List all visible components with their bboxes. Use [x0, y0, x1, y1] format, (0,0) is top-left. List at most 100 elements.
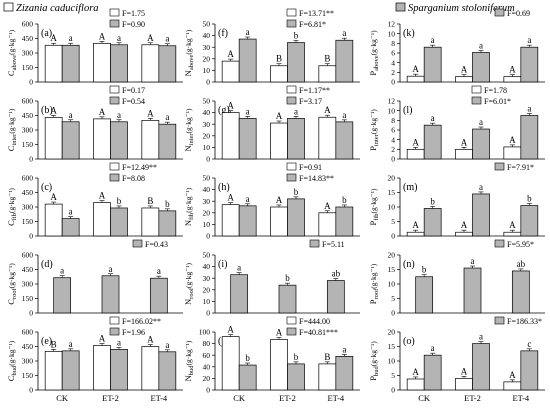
bar — [318, 65, 337, 83]
bar — [110, 207, 128, 237]
y-tick-label: 15 — [388, 342, 396, 351]
significance-letter: a — [431, 343, 435, 353]
y-axis-label: Ninter(g·kg⁻¹) — [183, 108, 195, 152]
significance-letter: A — [461, 65, 468, 75]
significance-letter: a — [479, 117, 483, 127]
bar — [318, 212, 337, 237]
y-tick-label: 4 — [391, 135, 395, 144]
stat-text: F=14.83** — [299, 174, 334, 183]
y-tick-label: 450 — [22, 188, 34, 197]
bar — [270, 206, 288, 237]
x-tick-label: ET-4 — [512, 393, 529, 403]
bar — [278, 284, 297, 314]
y-tick-label: 15 — [388, 265, 396, 274]
significance-letter: a — [479, 40, 483, 50]
significance-letter: b — [294, 352, 299, 362]
chart-panel-m: 0 5 10 15 20 Pfib(g·kg⁻¹) (m) F=7.91* A A Ab a b — [368, 162, 545, 241]
panel-label: (e) — [41, 336, 52, 347]
chart-panel-g: 0 10 20 30 40 50 Ninter(g·kg⁻¹) (g) F=1.17** F=3.… — [183, 85, 360, 164]
bar — [406, 148, 425, 160]
y-tick-label: 20 — [203, 131, 211, 140]
chart-panel-j: 020406080100Nbud(g·kg⁻¹)(j)F=444.00F=40.… — [183, 316, 360, 403]
bar — [318, 116, 337, 160]
y-tick-label: 40 — [203, 108, 211, 117]
y-axis-label: Pabove(g·kg⁻¹) — [368, 30, 380, 76]
significance-letter: A — [324, 105, 331, 115]
y-tick-label: 10 — [203, 297, 211, 306]
significance-letter: B — [324, 352, 330, 362]
bar — [520, 115, 539, 160]
y-tick-label: 0 — [391, 232, 395, 241]
bar — [335, 206, 354, 237]
stat-swatch — [471, 96, 482, 105]
bar — [93, 42, 111, 83]
bar — [141, 346, 160, 391]
bar — [335, 39, 354, 83]
legend-label-sparganium: Sparganium stoloniferum — [408, 3, 515, 14]
y-tick-label: 5 — [391, 294, 395, 303]
panel-label: (f) — [218, 28, 228, 39]
chart-panel-f: 0 10 20 30 40 50 Nabove(g·kg⁻¹) (f) F=13.71** F=6… — [183, 8, 360, 87]
y-tick-label: 0 — [206, 386, 210, 395]
significance-letter: a — [246, 194, 250, 204]
significance-letter: c — [527, 339, 531, 349]
stat-text: F=6.81* — [299, 20, 326, 29]
significance-letter: A — [147, 108, 154, 118]
y-tick-label: 12 — [388, 20, 396, 29]
significance-letter: a — [479, 332, 483, 342]
stat-swatch — [286, 96, 297, 105]
bar — [423, 208, 442, 237]
bar — [44, 117, 63, 160]
y-tick-label: 450 — [22, 34, 34, 43]
y-axis-label: Cbud(g·kg⁻¹) — [6, 340, 18, 381]
bar — [287, 198, 305, 237]
bar — [455, 231, 473, 237]
significance-letter: A — [412, 137, 419, 147]
y-tick-label: 10 — [388, 357, 396, 366]
bar — [158, 45, 177, 83]
significance-letter: A — [509, 220, 516, 230]
significance-letter: a — [342, 110, 346, 120]
chart-panel-d: 0 150 300 450 600 Croof(g·kg⁻¹) (d) F=0.43 a a a — [6, 239, 183, 318]
significance-letter: a — [69, 339, 73, 349]
stat-text: F=5.11 — [322, 240, 345, 249]
bar — [326, 280, 345, 314]
y-tick-label: 20 — [388, 174, 396, 183]
stat-text: F=0.91 — [299, 163, 322, 172]
bar — [415, 276, 434, 314]
y-tick-label: 20 — [203, 54, 211, 63]
stat-text: F=5.95* — [507, 240, 534, 249]
significance-letter: a — [165, 112, 169, 122]
y-tick-label: 10 — [388, 29, 396, 38]
bar — [520, 46, 539, 83]
y-tick-label: 10 — [388, 106, 396, 115]
bar — [287, 42, 305, 83]
significance-letter: a — [246, 27, 250, 37]
y-tick-label: 0 — [206, 155, 210, 164]
bar — [61, 121, 80, 160]
bar — [238, 38, 257, 83]
y-tick-label: 80 — [203, 339, 211, 348]
bar — [141, 207, 160, 237]
y-tick-label: 10 — [388, 280, 396, 289]
y-tick-label: 0 — [206, 309, 210, 318]
bar — [406, 231, 425, 237]
y-tick-label: 30 — [203, 120, 211, 129]
significance-letter: a — [527, 103, 531, 113]
y-tick-label: 100 — [199, 328, 211, 337]
bar — [110, 349, 128, 391]
bar — [270, 339, 288, 391]
y-tick-label: 0 — [391, 386, 395, 395]
bar — [423, 124, 442, 160]
y-axis-label: Pfib(g·kg⁻¹) — [368, 188, 380, 225]
y-axis-label: Pbud(g·kg⁻¹) — [368, 341, 380, 381]
panel-label: (c) — [41, 182, 52, 193]
bar — [503, 76, 522, 83]
significance-letter: a — [527, 35, 531, 45]
stat-swatch — [109, 96, 120, 105]
y-axis-label: Nbud(g·kg⁻¹) — [183, 340, 195, 381]
chart-panel-a: 0 150 300 450 600 Cabove(g·kg⁻¹) (a) F=1.75 F=0.… — [6, 8, 183, 87]
